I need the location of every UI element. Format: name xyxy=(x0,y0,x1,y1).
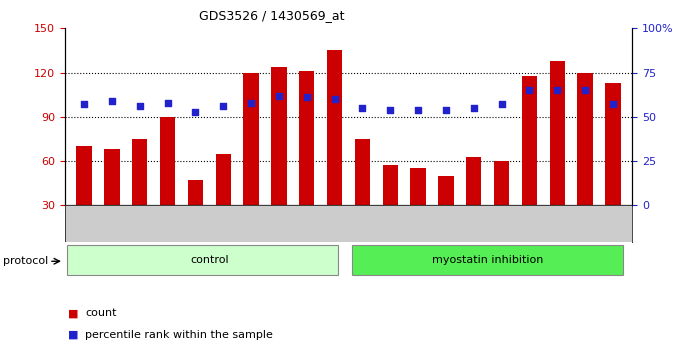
Bar xyxy=(522,75,537,205)
Point xyxy=(301,95,312,100)
Bar xyxy=(411,169,426,205)
Point xyxy=(329,96,340,102)
Point xyxy=(579,87,590,93)
Point xyxy=(162,100,173,105)
Bar xyxy=(577,73,593,205)
Bar xyxy=(549,61,565,205)
Bar xyxy=(466,156,481,205)
Text: control: control xyxy=(190,255,228,265)
Bar xyxy=(355,139,370,205)
Text: percentile rank within the sample: percentile rank within the sample xyxy=(85,330,273,339)
Point xyxy=(524,87,535,93)
Point xyxy=(245,100,256,105)
Bar xyxy=(76,146,92,205)
Text: ■: ■ xyxy=(68,330,78,339)
Bar xyxy=(439,176,454,205)
Point xyxy=(79,102,90,107)
Text: protocol: protocol xyxy=(3,256,49,266)
FancyBboxPatch shape xyxy=(352,245,623,275)
Bar xyxy=(271,67,286,205)
Bar xyxy=(188,180,203,205)
Text: GDS3526 / 1430569_at: GDS3526 / 1430569_at xyxy=(199,9,345,22)
Bar xyxy=(216,154,231,205)
Point xyxy=(190,109,201,114)
Point xyxy=(413,107,424,113)
Point xyxy=(273,93,284,98)
Bar xyxy=(243,73,258,205)
Point xyxy=(496,102,507,107)
Bar xyxy=(327,51,342,205)
Bar xyxy=(104,149,120,205)
FancyBboxPatch shape xyxy=(67,245,338,275)
Point xyxy=(385,107,396,113)
Point xyxy=(107,98,118,104)
Text: count: count xyxy=(85,308,116,318)
Text: myostatin inhibition: myostatin inhibition xyxy=(432,255,543,265)
Point xyxy=(218,103,228,109)
Point xyxy=(469,105,479,111)
Bar xyxy=(160,117,175,205)
Bar xyxy=(494,161,509,205)
Bar xyxy=(383,166,398,205)
Point xyxy=(357,105,368,111)
Bar xyxy=(299,71,314,205)
Point xyxy=(551,87,562,93)
Point xyxy=(135,103,146,109)
Bar xyxy=(132,139,148,205)
Text: ■: ■ xyxy=(68,308,78,318)
Bar xyxy=(605,83,621,205)
Point xyxy=(607,102,618,107)
Point xyxy=(441,107,452,113)
